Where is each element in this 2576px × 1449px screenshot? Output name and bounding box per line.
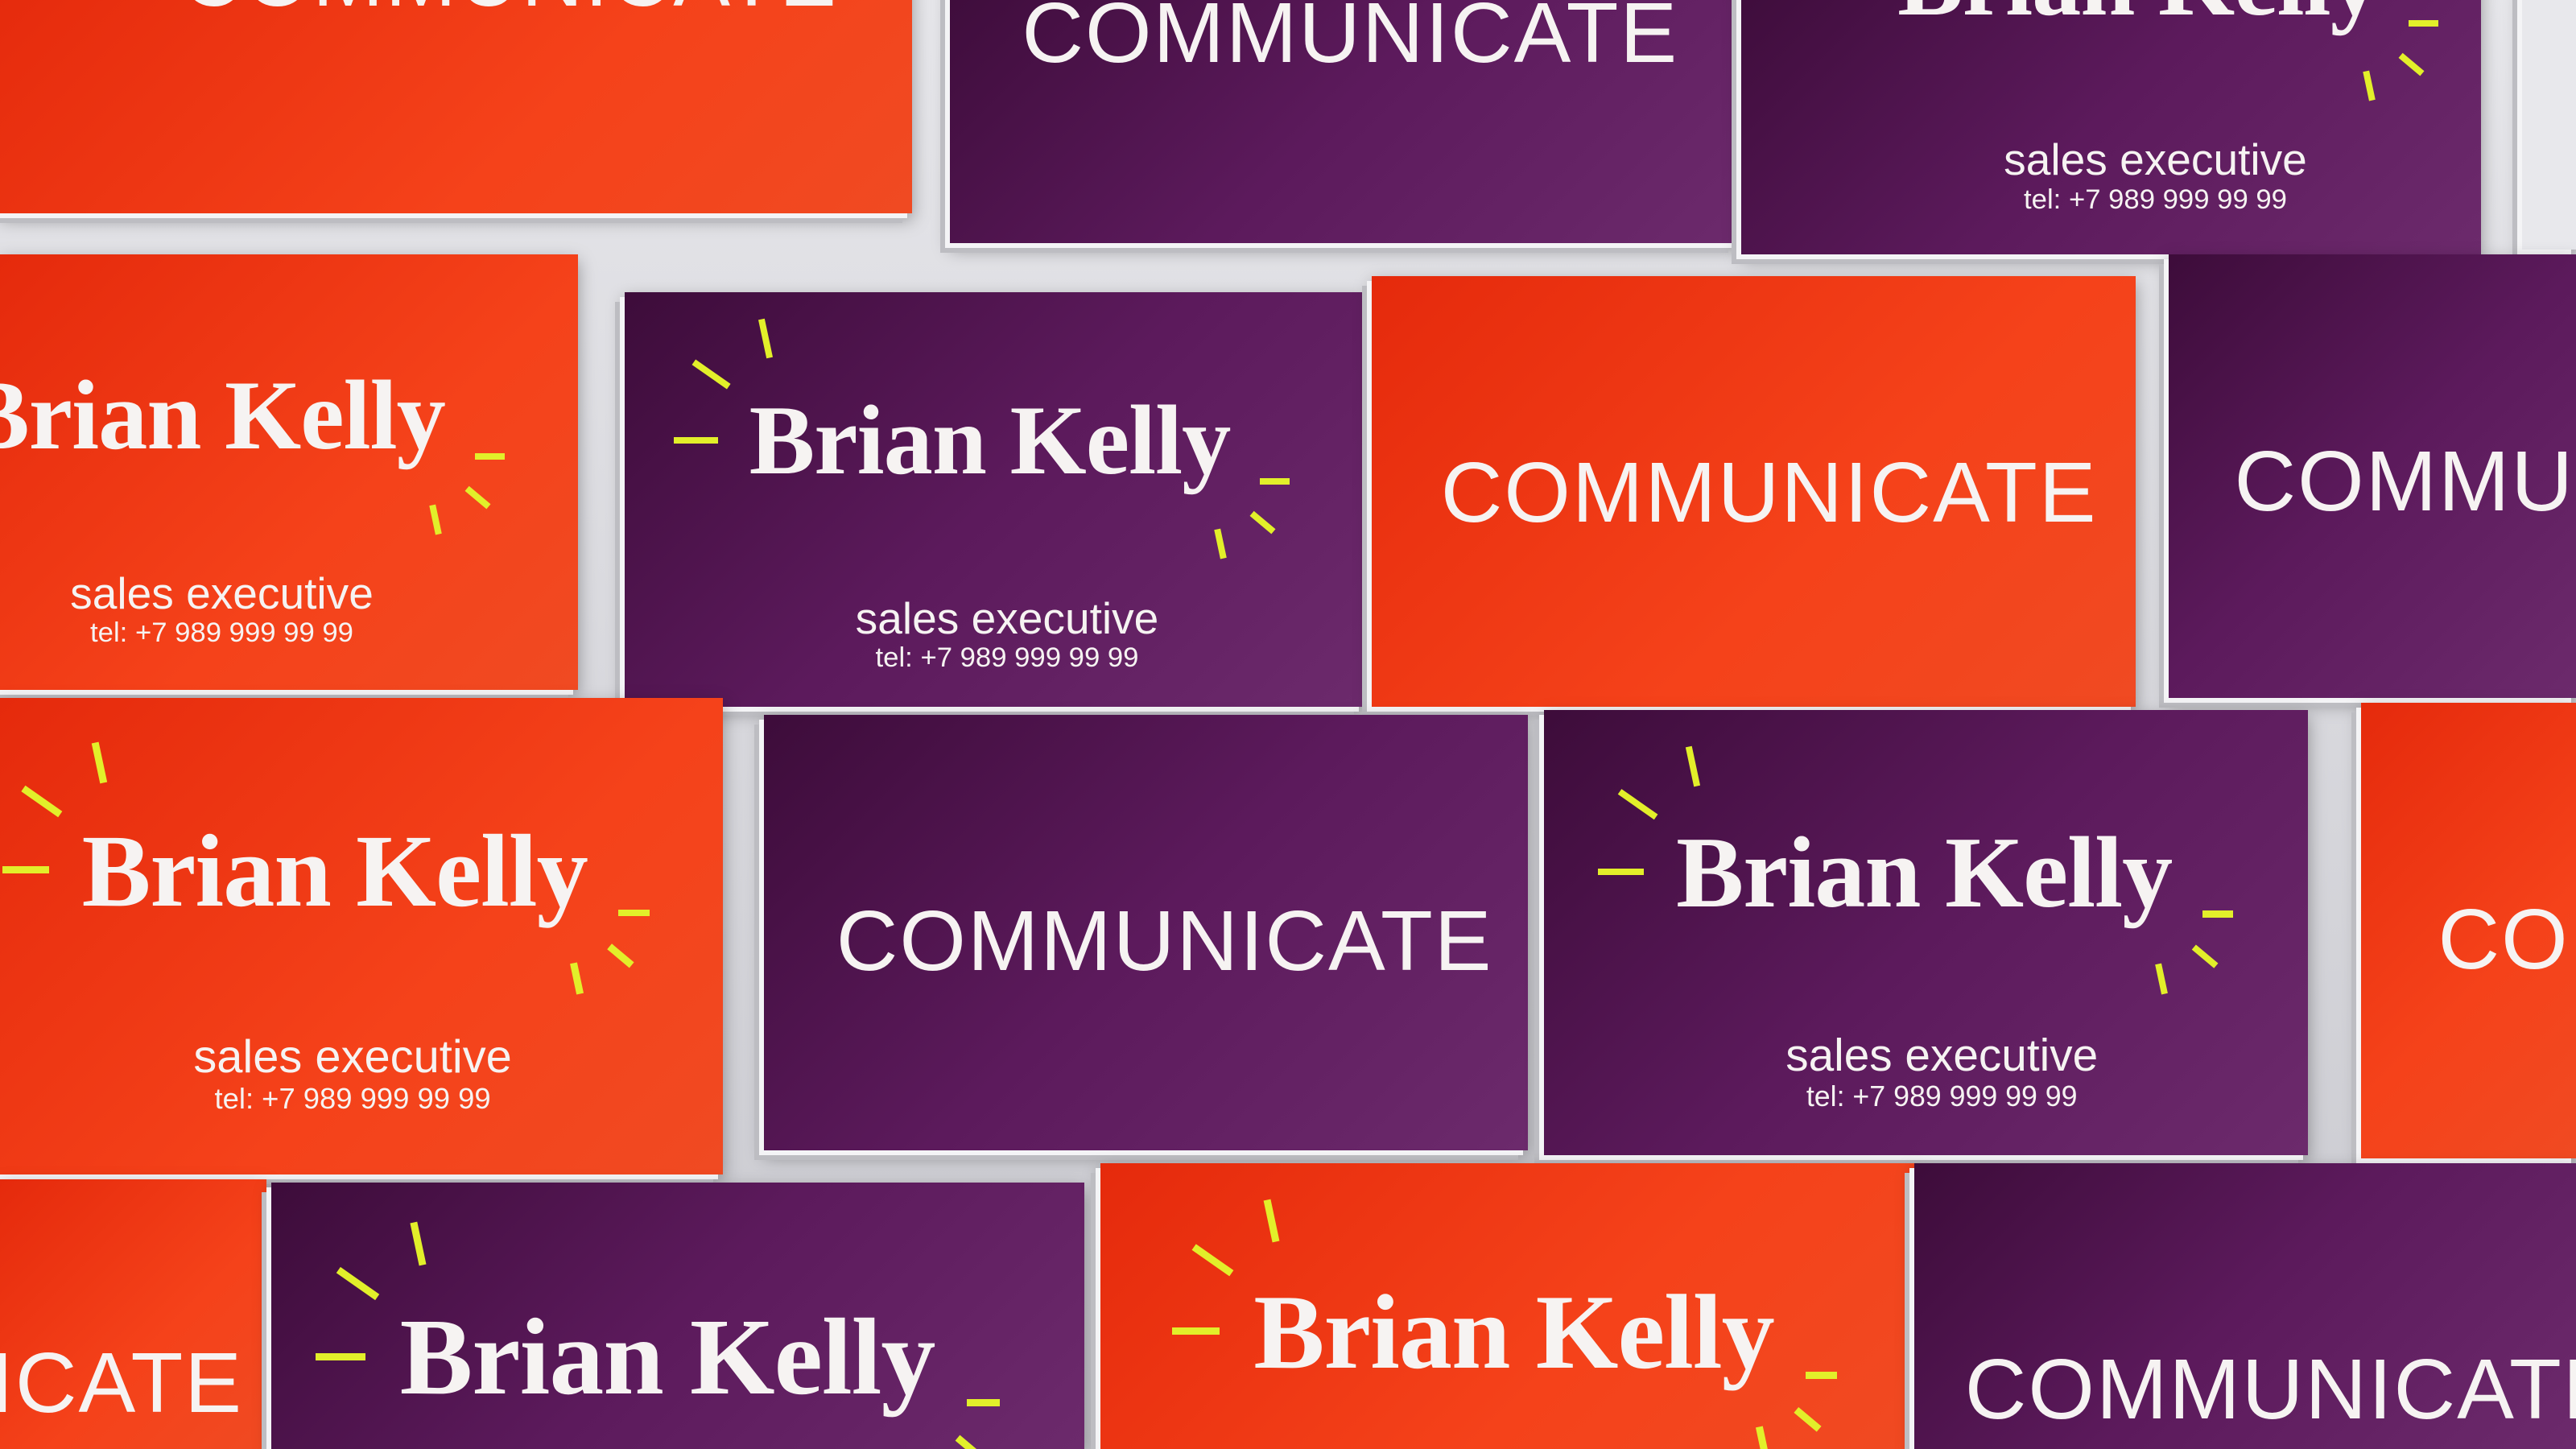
accent-dash	[316, 1352, 365, 1360]
card-orange-communicate: COMMUNICATE	[2360, 703, 2576, 1158]
card-orange-communicate: COMMUNICATE	[0, 0, 912, 214]
brand-word: COMMUNICATE	[836, 894, 1493, 989]
job-title: sales executive	[70, 568, 374, 619]
accent-dash	[1191, 1244, 1234, 1277]
accent-dash	[2191, 944, 2219, 968]
name-text: Brian Kelly	[1253, 1272, 1774, 1391]
phone-number: tel: +7 989 999 99 99	[875, 642, 1139, 673]
name-text: Brian Kelly	[749, 386, 1232, 495]
card-orange-name: Brian Kelly	[1100, 1162, 1919, 1449]
accent-dash	[1805, 1372, 1838, 1379]
accent-dash	[1617, 788, 1657, 820]
card-orange-name: Brian Kelly sales executive tel: +7 989 …	[0, 698, 723, 1175]
accent-dash	[2155, 963, 2169, 994]
accent-dash	[1756, 1426, 1770, 1449]
name-text: Brian Kelly	[81, 812, 588, 928]
phone-number: tel: +7 989 999 99 99	[90, 617, 353, 649]
accent-dash	[2408, 19, 2438, 27]
job-title: sales executive	[1785, 1030, 2099, 1081]
accent-dash	[1249, 510, 1276, 535]
phone-number: tel: +7 989 999 99 99	[214, 1082, 491, 1116]
accent-dash	[1263, 1199, 1280, 1243]
accent-dash	[464, 486, 490, 510]
accent-dash	[2362, 70, 2376, 101]
name-text: Brian Kelly	[399, 1297, 936, 1418]
accent-dash	[2397, 52, 2424, 76]
accent-dash	[1685, 746, 1701, 788]
accent-dash	[967, 1398, 1000, 1406]
card-purple-name: Brian Kelly sales executive tel: +7 989 …	[1741, 0, 2481, 255]
accent-dash	[22, 785, 63, 817]
accent-dash	[570, 962, 584, 995]
accent-dash	[474, 453, 505, 460]
card-purple-communicate: COMMUNICATE	[1913, 1162, 2576, 1449]
accent-dash	[91, 741, 107, 784]
name-text: Brian Kelly	[1897, 0, 2380, 39]
phone-number: tel: +7 989 999 99 99	[2024, 184, 2287, 215]
brand-word: COMMUNICATE	[2438, 892, 2576, 988]
job-title: sales executive	[855, 592, 1159, 643]
brand-word: COMMUNICATE	[2234, 433, 2575, 529]
brand-word: COMMUNICATE	[1440, 445, 2098, 541]
card-purple-name: Brian Kelly sales executive tel: +7 989 …	[1544, 709, 2309, 1155]
accent-dash	[955, 1435, 985, 1449]
brand-word: COMMUNICATE	[0, 1335, 244, 1431]
brand-word: COMMUNICATE	[1964, 1342, 2576, 1438]
accent-dash	[673, 436, 718, 444]
accent-dash	[618, 909, 650, 917]
name-text: Brian Kelly	[0, 361, 446, 470]
accent-dash	[2, 866, 49, 873]
brand-word: COMMUNICATE	[1022, 0, 1679, 80]
card-purple-communicate: COMMUNICATE	[2168, 254, 2576, 699]
accent-dash	[1260, 477, 1290, 485]
job-title: sales executive	[193, 1030, 512, 1083]
job-title: sales executive	[2004, 134, 2307, 185]
accent-dash	[1214, 528, 1228, 559]
accent-dash	[1171, 1327, 1220, 1335]
card-orange-name: Brian Kelly sales executive tel: +7 989 …	[0, 254, 579, 691]
accent-dash	[429, 504, 442, 535]
card-purple-communicate: COMMUNICATE	[763, 714, 1528, 1150]
accent-dash	[758, 318, 774, 359]
card-orange-communicate: COMMUNICATE	[1372, 275, 2136, 707]
accent-dash	[1794, 1407, 1823, 1433]
accent-dash	[410, 1221, 427, 1266]
accent-dash	[1598, 868, 1645, 876]
accent-dash	[607, 943, 634, 968]
accent-dash	[691, 359, 731, 390]
card-stack-edge	[2521, 0, 2576, 250]
name-text: Brian Kelly	[1676, 816, 2173, 929]
phone-number: tel: +7 989 999 99 99	[1806, 1080, 2078, 1113]
card-purple-communicate: COMMUNICATE	[949, 0, 1739, 244]
brand-word: COMMUNICATE	[181, 0, 838, 20]
accent-dash	[2202, 910, 2233, 918]
accent-dash	[336, 1267, 380, 1301]
card-purple-name: Brian Kelly	[270, 1183, 1084, 1449]
card-orange-communicate: COMMUNICATE	[0, 1179, 266, 1449]
card-purple-name: Brian Kelly sales executive tel: +7 989 …	[624, 292, 1364, 707]
